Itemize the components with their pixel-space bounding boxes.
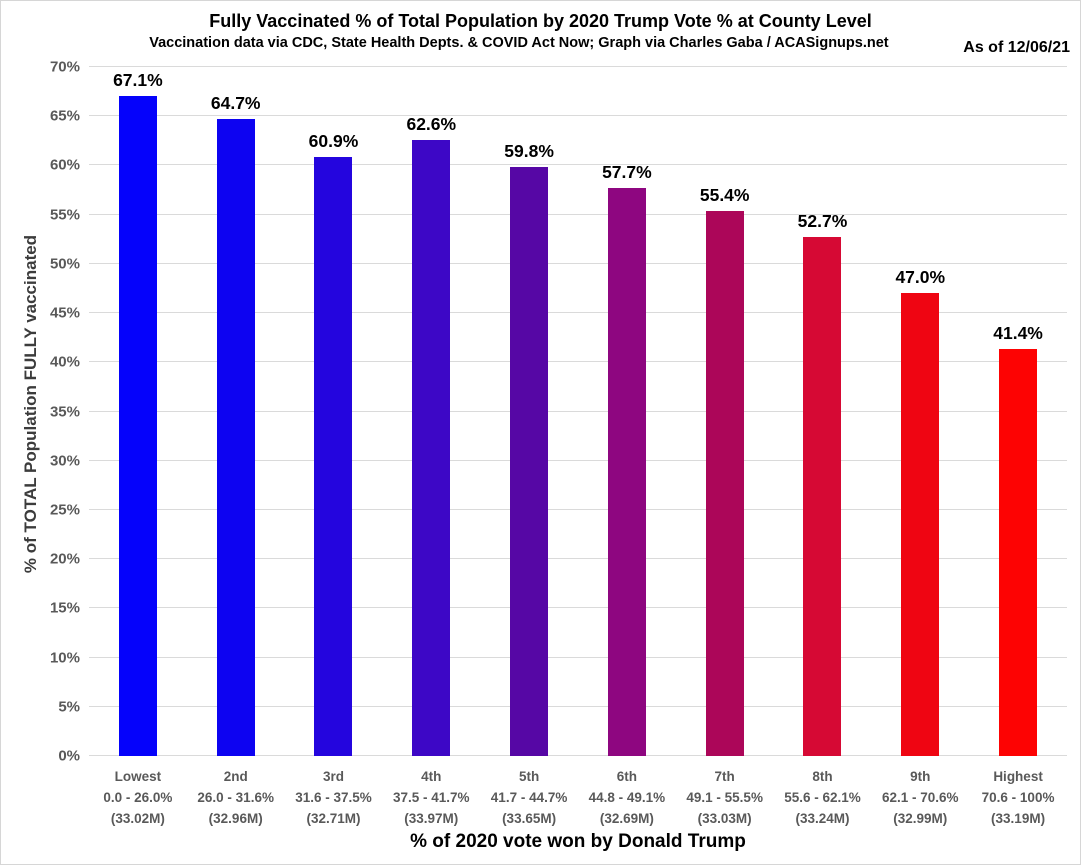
y-tick-label: 5%	[58, 698, 80, 716]
x-category-label: 9th 62.1 - 70.6% (32.99M)	[881, 769, 959, 826]
bar-value-label: 62.6%	[406, 113, 457, 134]
bar-value-label: 64.7%	[210, 93, 261, 114]
gridline	[89, 755, 1067, 756]
bar: 62.6%	[406, 114, 456, 756]
bar: 41.4%	[993, 323, 1043, 756]
bar-value-label: 67.1%	[113, 69, 163, 90]
chart-title: Fully Vaccinated % of Total Population b…	[209, 11, 872, 31]
bar-column: 67.1%	[89, 67, 187, 756]
x-axis-title: % of 2020 vote won by Donald Trump	[410, 831, 746, 852]
gridline	[89, 213, 1067, 215]
x-category-label: 5th 41.7 - 44.7% (33.65M)	[490, 769, 568, 826]
bar-value-label: 47.0%	[895, 267, 946, 288]
gridline	[89, 607, 1067, 609]
y-tick-label: 40%	[49, 353, 80, 371]
bar-value-label: 55.4%	[699, 184, 750, 205]
bar-column: 52.7%	[774, 67, 872, 756]
gridline	[89, 705, 1067, 707]
gridline	[89, 656, 1067, 658]
bar-column: 57.7%	[578, 67, 676, 756]
bar-value-label: 41.4%	[993, 322, 1043, 343]
bar-column: 47.0%	[871, 67, 969, 756]
bar-column: 64.7%	[187, 67, 285, 756]
x-category-label: 2nd 26.0 - 31.6% (32.96M)	[197, 769, 274, 826]
bar-series: 67.1% 64.7% 60.9% 62.6% 59.8% 57.7% 55.4% 52.7%…	[89, 67, 1067, 756]
gridline	[89, 508, 1067, 510]
gridline	[89, 410, 1067, 412]
as-of-date-label: As of 12/06/21	[963, 39, 1070, 56]
y-tick-label: 70%	[49, 58, 80, 76]
y-tick-label: 0%	[58, 747, 80, 765]
gridline	[89, 262, 1067, 264]
y-tick-label: 45%	[49, 304, 80, 322]
plot-area: 67.1% 64.7% 60.9% 62.6% 59.8% 57.7% 55.4% 52.7%…	[50, 59, 1067, 765]
y-tick-label: 10%	[49, 649, 80, 667]
y-tick-label: 25%	[49, 501, 80, 519]
gridline	[89, 558, 1067, 560]
x-category-label: Lowest 0.0 - 26.0% (33.02M)	[103, 769, 173, 826]
bar-value-label: 60.9%	[308, 130, 359, 151]
bar-column: 59.8%	[480, 67, 578, 756]
y-axis-title: % of TOTAL Population FULLY vaccinated	[21, 234, 40, 574]
bar: 60.9%	[309, 131, 358, 756]
y-tick-label: 20%	[49, 550, 80, 568]
bar-column: 60.9%	[285, 67, 383, 756]
y-tick-label: 35%	[49, 403, 80, 420]
gridline	[89, 164, 1067, 166]
gridline	[89, 66, 1067, 67]
chart-subtitle: Vaccination data via CDC, State Health D…	[149, 35, 889, 51]
y-tick-label: 50%	[49, 255, 80, 273]
bar: 64.7%	[211, 93, 261, 756]
gridline	[89, 312, 1067, 314]
bar: 52.7%	[798, 211, 847, 756]
y-tick-label: 65%	[49, 107, 80, 125]
bar-value-label: 57.7%	[602, 162, 652, 183]
y-tick-label: 60%	[49, 156, 80, 174]
bar-column: 62.6%	[382, 67, 480, 756]
bar: 47.0%	[895, 267, 945, 756]
y-tick-label: 15%	[49, 599, 80, 617]
gridline	[89, 361, 1067, 363]
bar-column: 41.4%	[969, 67, 1067, 756]
x-category-label: 7th 49.1 - 55.5% (33.03M)	[686, 769, 763, 826]
x-axis-category-labels: Lowest 0.0 - 26.0% (33.02M) 2nd 26.0 - 31.6%…	[89, 766, 1067, 829]
x-category-label: 6th 44.8 - 49.1% (32.69M)	[588, 769, 666, 826]
y-tick-label: 55%	[49, 206, 80, 224]
bar: 57.7%	[602, 162, 652, 756]
bar: 59.8%	[504, 141, 554, 756]
y-tick-label: 30%	[49, 452, 80, 470]
bar: 55.4%	[700, 185, 749, 756]
bar-value-label: 59.8%	[504, 141, 554, 162]
x-category-label: 4th 37.5 - 41.7% (33.97M)	[393, 769, 470, 826]
gridline	[89, 459, 1067, 461]
bar-value-label: 52.7%	[797, 211, 848, 232]
x-category-label: 3rd 31.6 - 37.5% (32.71M)	[295, 769, 372, 826]
bar-column: 55.4%	[676, 67, 774, 756]
x-category-label: 8th 55.6 - 62.1% (33.24M)	[784, 769, 861, 826]
gridline	[89, 115, 1067, 117]
x-category-label: Highest 70.6 - 100% (33.19M)	[981, 769, 1055, 826]
bar: 67.1%	[113, 70, 163, 756]
